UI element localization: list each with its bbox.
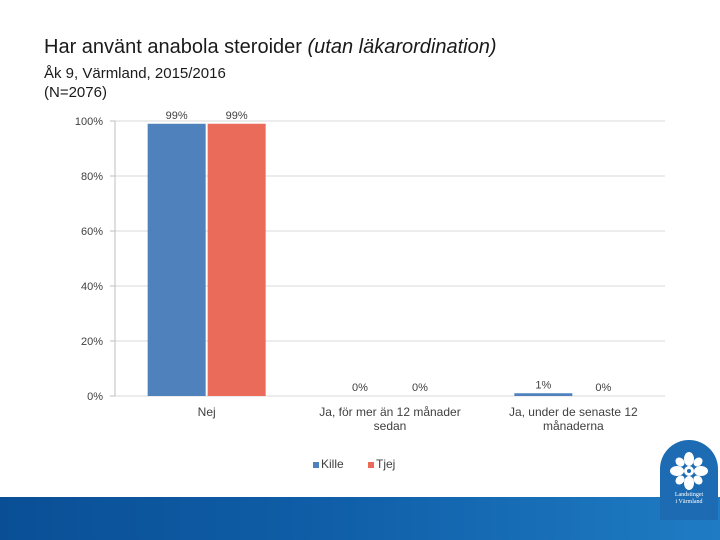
legend-label: Tjej [376, 457, 395, 471]
chart-title-italic: (utan läkarordination) [307, 36, 497, 58]
y-tick-label: 40% [81, 281, 103, 293]
y-tick-label: 100% [75, 116, 103, 128]
y-tick-label: 80% [81, 171, 103, 183]
footer-band [0, 497, 720, 540]
chart-subtitle: Åk 9, Värmland, 2015/2016 [44, 65, 226, 82]
data-label: 0% [352, 382, 368, 394]
bar-kille-0 [147, 123, 206, 396]
flower-icon [670, 452, 708, 490]
chart-title: Har använt anabola steroider (utan läkar… [44, 36, 497, 59]
data-label: 99% [166, 110, 188, 122]
x-tick-label: Ja, för mer än 12 månader [319, 405, 460, 419]
logo-text-line2: i Värmland [675, 499, 703, 505]
data-label: 99% [226, 110, 248, 122]
bar-kille-2 [514, 393, 573, 396]
data-label: 0% [412, 382, 428, 394]
bar-chart: 100% 80% 60% 40% 20% 0% 99% 99% Nej 0% 0% Ja, för m… [75, 110, 665, 471]
logo-text-line1: Landstinget [674, 492, 704, 498]
logo-text: Landstinget i Värmland [660, 492, 718, 506]
x-tick-label: Nej [198, 405, 216, 419]
legend-label: Kille [321, 457, 344, 471]
legend-swatch-tjej [368, 462, 374, 468]
x-tick-label: Ja, under de senaste 12 [509, 405, 638, 419]
data-label: 1% [535, 379, 551, 391]
x-tick-label: månaderna [543, 419, 604, 433]
x-tick-label: sedan [374, 419, 407, 433]
chart-title-main: Har använt anabola steroider [44, 36, 302, 58]
title-block: Har använt anabola steroider (utan läkar… [44, 36, 497, 101]
legend-swatch-kille [313, 462, 319, 468]
y-tick-label: 0% [87, 391, 103, 403]
chart-sample-size: (N=2076) [44, 84, 107, 101]
data-label: 0% [595, 382, 611, 394]
y-tick-label: 20% [81, 336, 103, 348]
bar-tjej-0 [207, 123, 266, 396]
y-tick-label: 60% [81, 226, 103, 238]
landstinget-varmland-logo: Landstinget i Värmland [660, 440, 718, 520]
